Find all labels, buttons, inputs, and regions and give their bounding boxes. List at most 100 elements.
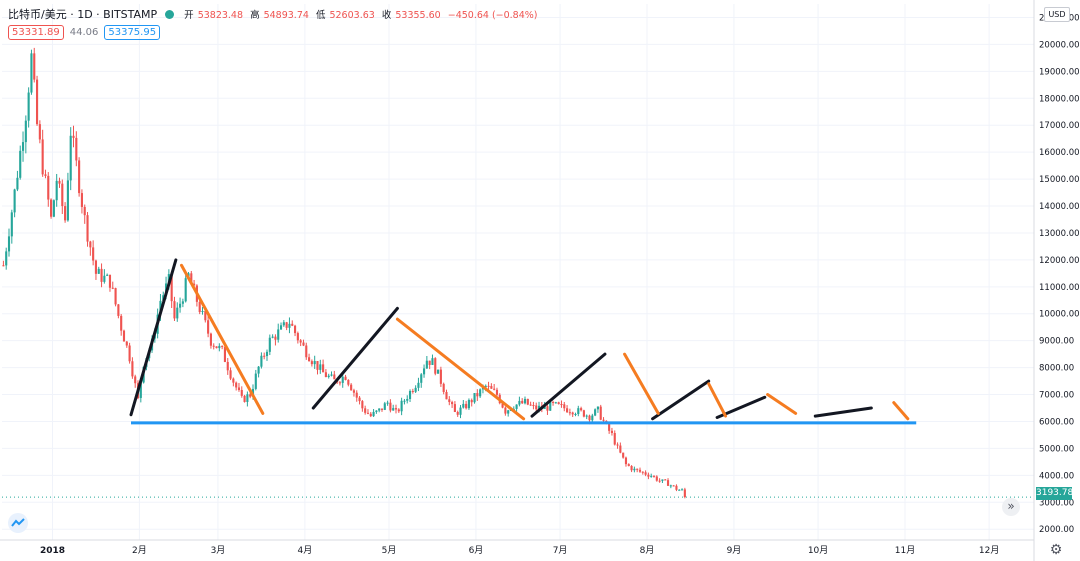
candle-body [448, 399, 451, 403]
candle-body [431, 358, 434, 365]
uptrend-line [530, 352, 607, 418]
candle-body [322, 364, 325, 373]
candle-body [78, 160, 81, 194]
candle-body [585, 415, 588, 417]
candle-body [451, 402, 454, 405]
candle-body [546, 406, 549, 411]
candle-body [594, 409, 597, 416]
candle-body [75, 137, 78, 161]
y-tick-label: 8000.00 [1039, 364, 1074, 374]
candle-body [557, 402, 560, 405]
candle-body [523, 398, 527, 404]
candle-body [669, 485, 672, 487]
candle-body [324, 372, 327, 378]
candle-body [378, 408, 381, 411]
low-value: 52603.63 [329, 10, 375, 21]
candle-body [83, 206, 86, 216]
x-tick-label: 11月 [895, 545, 915, 556]
candle-body [27, 92, 30, 121]
candle-body [613, 433, 616, 445]
high-value: 54893.74 [263, 10, 309, 21]
candle-body [293, 325, 297, 334]
candle-body [445, 391, 448, 400]
candle-body [571, 412, 574, 415]
close-label: 收 [381, 10, 392, 21]
candle-body [5, 251, 8, 266]
open-value: 53823.48 [197, 10, 244, 21]
candle-body [7, 236, 11, 252]
bid-button[interactable]: 53331.89 [8, 25, 64, 40]
y-tick-label: 14000.00 [1039, 202, 1080, 212]
y-tick-label: 4000.00 [1039, 471, 1074, 481]
candle-body [526, 398, 529, 405]
downtrend-line [179, 263, 265, 415]
candle-body [108, 274, 112, 288]
candle-body [453, 404, 456, 413]
candle-body [543, 406, 546, 409]
candle-body [591, 415, 594, 421]
y-tick-label: 20000.00 [1039, 40, 1080, 50]
y-tick-label: 10000.00 [1039, 310, 1080, 320]
candle-body [675, 485, 678, 490]
candle-body [658, 480, 661, 482]
candle-body [30, 53, 33, 93]
candle-body [599, 406, 602, 420]
candle-body [588, 415, 591, 421]
x-tick-label: 8月 [640, 545, 655, 556]
candle-body [173, 301, 176, 319]
candle-body [111, 287, 114, 289]
candle-body [179, 303, 182, 308]
y-tick-label: 3000.00 [1039, 498, 1074, 508]
candle-body [369, 413, 372, 417]
candle-body [282, 322, 285, 326]
candle-body [184, 278, 187, 302]
candle-body [372, 411, 375, 417]
candle-body [411, 390, 414, 392]
candle-body [277, 329, 280, 340]
high-label: 高 [250, 10, 260, 21]
candle-body [680, 489, 684, 491]
candle-body [80, 193, 83, 207]
downtrend-line [395, 317, 526, 421]
gear-icon[interactable]: ⚙ [1049, 542, 1063, 558]
candle-body [462, 403, 465, 408]
candle-body [24, 120, 27, 143]
candle-body [624, 457, 628, 465]
uptrend-line [129, 258, 178, 417]
candle-body [302, 342, 305, 346]
candle-body [647, 474, 650, 477]
candle-body [476, 393, 479, 397]
candle-body [501, 403, 504, 408]
candle-body [232, 378, 235, 383]
symbol-label[interactable]: 比特币/美元 · 1D · BITSTAMP [8, 8, 158, 21]
candle-body [212, 345, 215, 347]
x-tick-label: 6月 [469, 545, 484, 556]
candle-body [94, 260, 98, 274]
candle-body [271, 336, 274, 338]
y-tick-label: 9000.00 [1039, 337, 1074, 347]
candle-body [652, 475, 656, 477]
candle-body [650, 475, 653, 477]
candle-body [465, 403, 468, 409]
candle-body [263, 355, 266, 357]
candle-body [103, 275, 106, 282]
candle-body [493, 388, 496, 390]
scroll-right-icon[interactable]: » [1002, 498, 1020, 516]
candle-body [397, 409, 400, 412]
tradingview-logo-icon[interactable] [8, 513, 28, 533]
market-status-icon [165, 9, 175, 19]
ask-button[interactable]: 53375.95 [104, 25, 161, 40]
candle-body [566, 408, 569, 413]
candle-body [257, 366, 260, 374]
currency-button[interactable]: USD [1044, 7, 1070, 22]
candle-body [394, 408, 398, 410]
candle-body [134, 376, 137, 384]
downtrend-line [766, 393, 798, 415]
candle-body [41, 139, 44, 175]
downtrend-line [892, 401, 910, 421]
candle-body [627, 464, 630, 466]
candle-body [44, 174, 47, 176]
candle-body [610, 430, 614, 434]
candle-body [35, 79, 39, 125]
